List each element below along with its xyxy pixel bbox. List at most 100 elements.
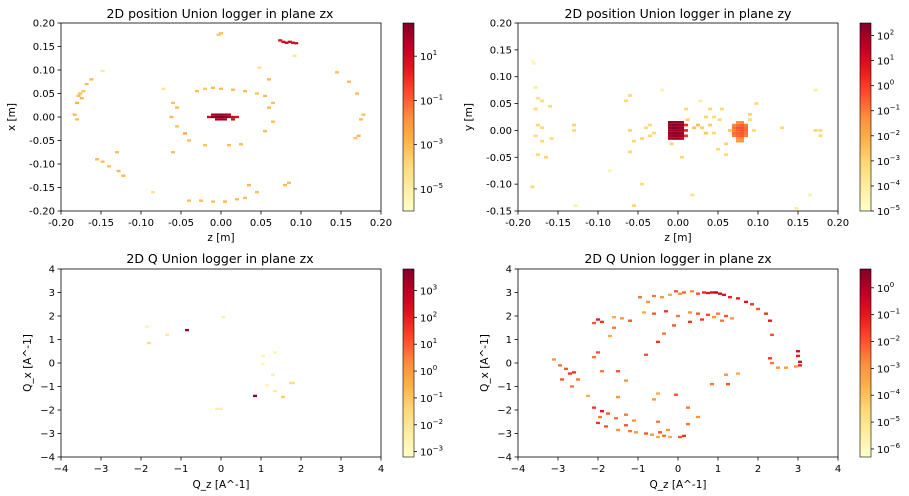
y-tick-label: 2: [506, 312, 512, 323]
heatmap-cell: [530, 185, 535, 189]
heatmap-cell: [818, 129, 823, 132]
x-tick-label: 1: [715, 464, 721, 475]
heatmap-cell: [680, 129, 684, 132]
colorbar-tick-label: 10−3: [877, 361, 900, 375]
heatmap-cell: [211, 113, 215, 116]
colorbar: [859, 268, 872, 458]
heatmap-cell: [353, 136, 358, 140]
x-axis-label: z [m]: [664, 232, 691, 244]
heatmap-cell: [712, 115, 716, 119]
heatmap-cell: [273, 351, 277, 354]
colorbar-tick-label: 10−2: [877, 129, 900, 143]
heatmap-cell: [784, 366, 788, 369]
heatmap-cell: [712, 131, 716, 135]
heatmap-cell: [560, 378, 564, 381]
heatmap-cell: [748, 118, 752, 122]
heatmap-cell: [813, 129, 818, 132]
heatmap-cell: [536, 153, 540, 156]
heatmap-cell: [688, 320, 692, 324]
heatmap-cell: [568, 372, 572, 375]
heatmap-cell: [628, 319, 632, 322]
heatmap-cell: [283, 183, 287, 187]
y-tick-label: -0.05: [29, 136, 55, 147]
heatmap-cell: [100, 160, 105, 163]
heatmap-cell: [231, 118, 235, 121]
heatmap-cell: [147, 341, 151, 345]
y-tick-label: 0.10: [33, 66, 55, 77]
heatmap-cell: [253, 394, 257, 398]
heatmap-cell: [724, 373, 728, 376]
y-tick-label: −1: [40, 382, 55, 393]
x-tick-label: −3: [94, 464, 109, 475]
colorbar-tick-label: 10−1: [877, 104, 900, 118]
heatmap-cell: [79, 97, 84, 100]
y-tick-label: −4: [40, 453, 55, 464]
heatmap-cell: [676, 129, 680, 132]
heatmap-cell: [736, 372, 740, 375]
x-tick-label: -0.15: [545, 218, 571, 229]
x-tick-label: −1: [174, 464, 189, 475]
heatmap-cell: [708, 123, 712, 127]
heatmap-cell: [532, 61, 536, 65]
heatmap-cell: [730, 317, 734, 320]
y-tick-label: 0.20: [33, 19, 55, 30]
heatmap-cell: [624, 379, 628, 382]
x-tick-label: 2: [298, 464, 304, 475]
heatmap-cell: [682, 434, 686, 438]
heatmap-cell: [652, 131, 656, 135]
colorbar-tick-label: 10−4: [877, 388, 901, 402]
heatmap-cell: [656, 340, 660, 344]
y-tick-label: −3: [497, 429, 512, 440]
colorbar-tick-label: 10−1: [877, 308, 900, 322]
y-tick-label: 2: [49, 312, 55, 323]
heatmap-cell: [768, 357, 772, 360]
heatmap-cell: [219, 113, 223, 116]
heatmap-cell: [726, 382, 730, 386]
y-axis-label: y [m]: [463, 103, 475, 131]
chart-panel-3: 2D Q Union logger in plane zx −4 −3 −2 −1 0 1…: [22, 251, 443, 491]
heatmap-cell: [686, 422, 690, 426]
heatmap-cell: [712, 316, 716, 319]
heatmap-cell: [716, 312, 720, 315]
heatmap-cell: [682, 291, 686, 294]
heatmap-cell: [669, 142, 674, 146]
heatmap-cell: [656, 392, 660, 395]
heatmap-cell: [710, 291, 714, 294]
heatmap-cell: [221, 316, 225, 319]
heatmap-cell: [648, 123, 652, 127]
heatmap-cell: [145, 325, 149, 328]
heatmap-cell: [592, 355, 596, 359]
chart-panel-4: 2D Q Union logger in plane zx −4 −3 −2 −1 0 1…: [479, 251, 901, 491]
heatmap-cell: [203, 144, 207, 147]
heatmap-cell: [680, 121, 684, 124]
heatmap-cell: [281, 395, 285, 399]
y-tick-label: 0.10: [490, 72, 512, 83]
heatmap-cell: [223, 113, 227, 116]
heatmap-cell: [211, 115, 215, 119]
heatmap-cell: [219, 32, 223, 35]
heatmap-cell: [175, 106, 179, 109]
heatmap-cell: [606, 412, 610, 415]
heatmap-cell: [235, 198, 239, 201]
x-axis-label: Q_z [A^-1]: [649, 479, 706, 491]
heatmap-cell: [644, 353, 648, 356]
heatmap-cell: [724, 314, 728, 318]
heatmap-cell: [598, 415, 602, 419]
heatmap-cell: [680, 137, 684, 140]
heatmap-cell: [672, 129, 676, 132]
y-tick-label: -0.10: [486, 180, 512, 191]
heatmap-cell: [780, 126, 784, 130]
heatmap-cell: [666, 428, 670, 432]
heatmap-cell: [796, 350, 800, 353]
heatmap-cell: [672, 126, 676, 130]
heatmap-cell: [355, 92, 359, 95]
heatmap-cell: [540, 126, 544, 130]
heatmap-cell: [770, 333, 774, 336]
heatmap-cell: [646, 300, 650, 304]
heatmap-cell: [187, 139, 191, 142]
heatmap-cell: [672, 123, 676, 127]
heatmap-cell: [223, 115, 227, 119]
heatmap-cell: [335, 71, 339, 74]
colorbar-tick-label: 10−2: [420, 418, 443, 432]
heatmap-cell: [361, 113, 366, 116]
